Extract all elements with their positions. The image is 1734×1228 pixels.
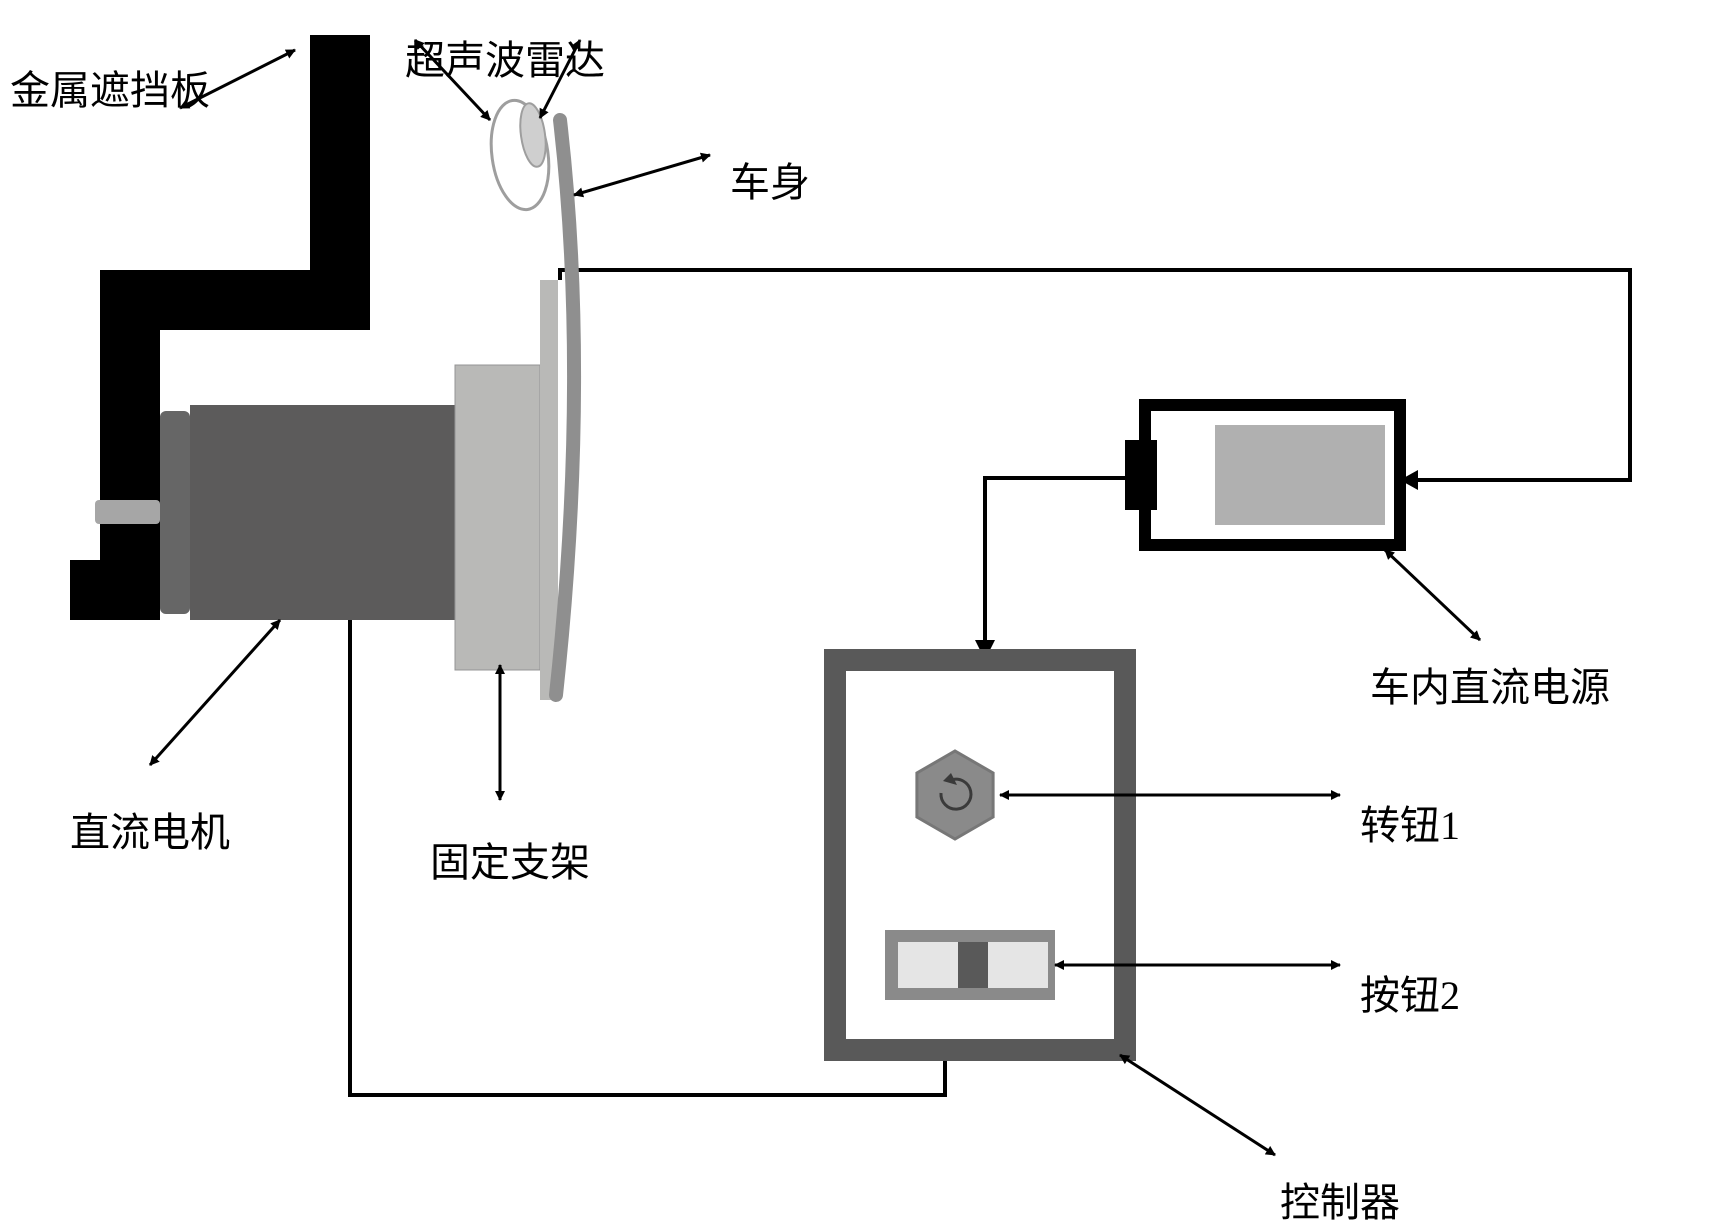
psu-connector-tab [1125,440,1157,510]
fixed-bracket-front [455,365,540,670]
label-metal-plate: 金属遮挡板 [10,58,210,116]
label-knob1: 转钮1 [1360,793,1460,851]
label-dc-motor: 直流电机 [70,800,230,858]
controller-button-2-segment-1 [958,942,988,988]
callout-arrow-motor [150,620,280,765]
car-body-panel [556,120,574,695]
label-fixed-bracket: 固定支架 [430,830,590,888]
dc-motor-left-cap [160,411,190,614]
controller-button-2-segment-0 [898,942,958,988]
dc-motor-body [190,405,455,620]
dc-motor-shaft [95,500,160,524]
wire [985,478,1125,660]
label-controller: 控制器 [1280,1170,1400,1228]
label-car-body: 车身 [730,150,810,208]
label-ultrasonic-radar: 超声波雷达 [405,28,605,86]
callout-arrow-psu [1385,550,1480,640]
controller-button-2-segment-2 [988,942,1048,988]
diagram-canvas [0,0,1734,1218]
callout-arrow-body [574,155,710,195]
label-button2: 按钮2 [1360,963,1460,1021]
psu-inner [1215,425,1385,525]
label-psu: 车内直流电源 [1370,655,1610,713]
wire [560,270,1630,480]
callout-arrow-controller [1120,1055,1275,1155]
